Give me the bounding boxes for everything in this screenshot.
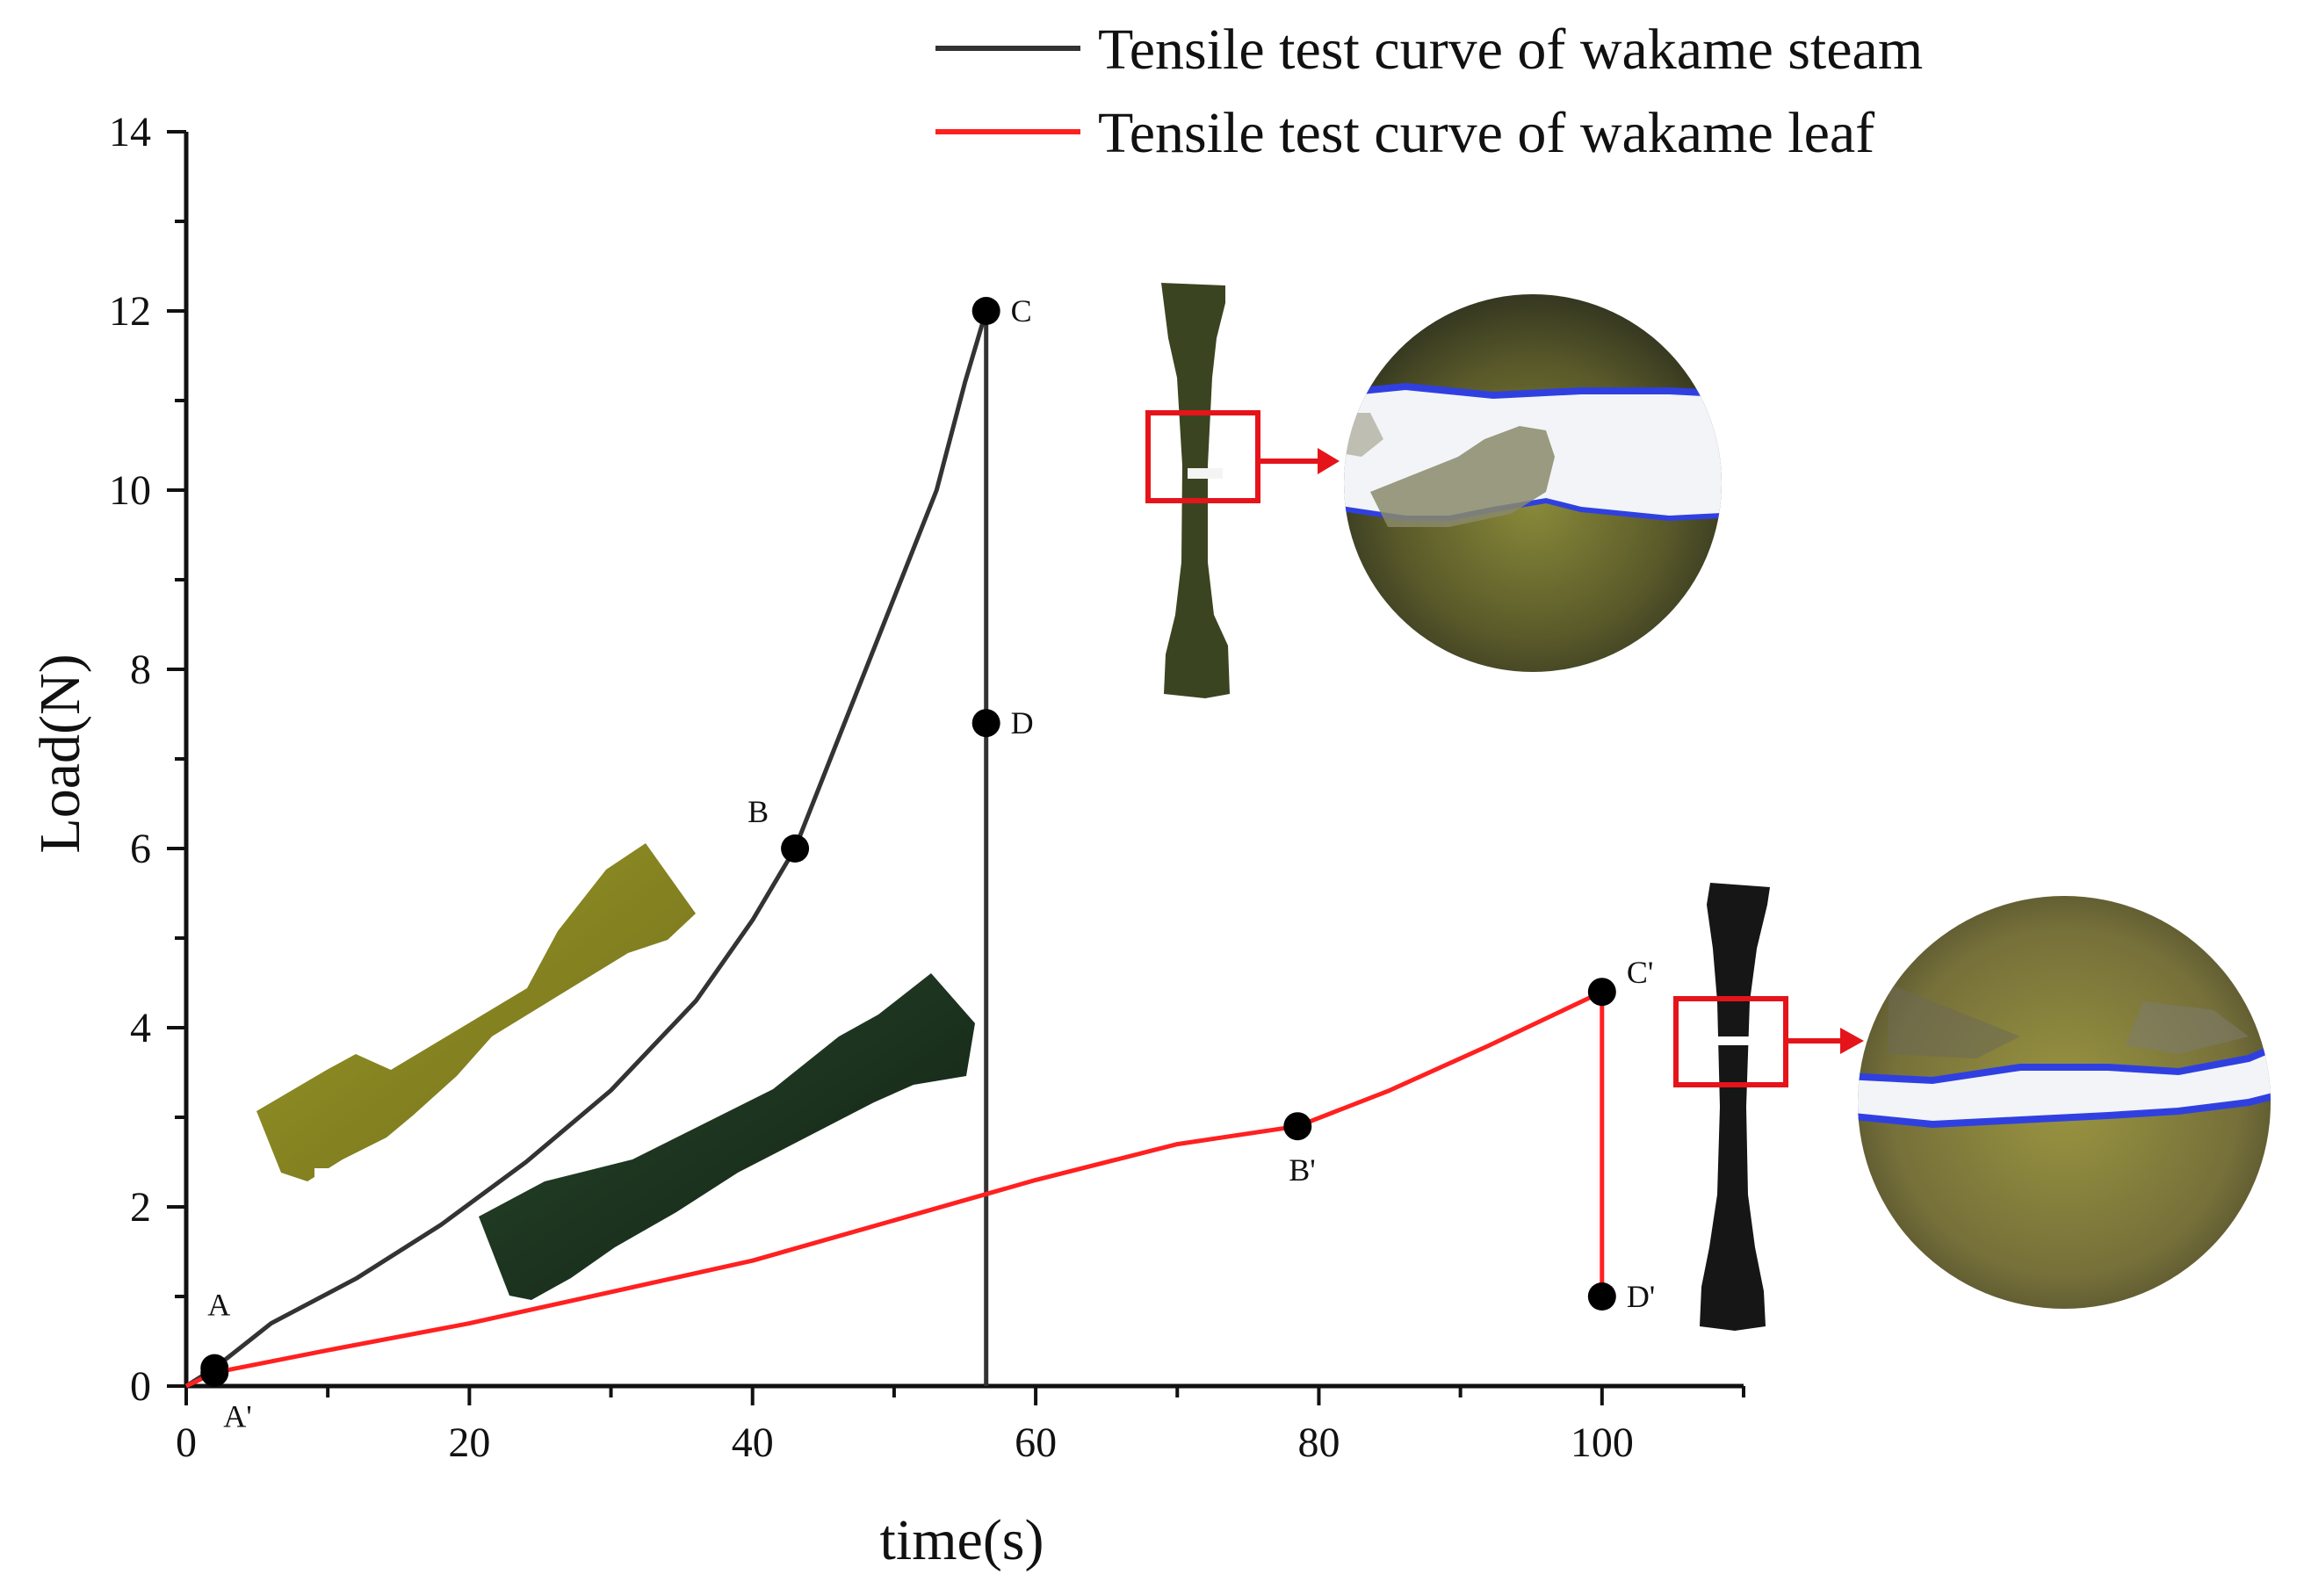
x-tick-label: 60 <box>1015 1419 1057 1466</box>
x-axis-title: time(s) <box>880 1508 1044 1572</box>
point-marker <box>971 297 1000 325</box>
series-line-0 <box>184 308 989 1389</box>
point-marker <box>971 709 1000 738</box>
point-marker <box>781 834 810 863</box>
axes: 0 20 40 60 80 100 0 2 4 6 8 10 12 14 <box>109 109 1745 1466</box>
legend: Tensile test curve of wakame steam Tensi… <box>935 18 1923 165</box>
y-axis-title: Load(N) <box>28 654 92 853</box>
y-tick-label: 14 <box>109 109 151 155</box>
legend-label-leaf: Tensile test curve of wakame leaf <box>1098 101 1874 165</box>
x-tick-label: 40 <box>732 1419 774 1466</box>
point-marker <box>200 1358 229 1387</box>
y-tick-label: 4 <box>130 1005 151 1051</box>
fracture-magnified-steam-image <box>1344 294 1722 672</box>
point-label: B <box>748 794 769 829</box>
point-marker <box>1283 1112 1312 1141</box>
series-line-1 <box>184 989 1605 1389</box>
specimen-yellow-image <box>256 843 696 1195</box>
x-tick-label: 100 <box>1571 1419 1634 1466</box>
fracture-highlight-steam <box>1145 410 1340 503</box>
y-axis-ticks: 0 2 4 6 8 10 12 14 <box>109 109 186 1410</box>
y-tick-label: 0 <box>130 1363 151 1410</box>
y-tick-label: 10 <box>109 467 151 514</box>
y-tick-label: 6 <box>130 826 151 872</box>
point-marker <box>1587 978 1616 1007</box>
point-label: D <box>1011 705 1034 740</box>
point-label: A' <box>223 1399 251 1434</box>
x-tick-label: 0 <box>176 1419 197 1466</box>
fracture-highlight-leaf <box>1673 996 1864 1087</box>
point-label: C <box>1011 293 1032 329</box>
x-tick-label: 20 <box>448 1419 490 1466</box>
point-label: D' <box>1627 1279 1655 1314</box>
y-tick-label: 8 <box>130 646 151 693</box>
x-axis-ticks: 0 20 40 60 80 100 <box>176 1386 1745 1466</box>
point-marker <box>1587 1282 1616 1311</box>
specimen-leaf-vertical-image <box>1700 883 1770 1331</box>
specimen-dark-image <box>479 973 975 1300</box>
legend-label-steam: Tensile test curve of wakame steam <box>1098 18 1923 82</box>
point-label: A <box>207 1288 230 1323</box>
y-tick-label: 2 <box>130 1184 151 1231</box>
fracture-magnified-leaf-image <box>1858 896 2271 1309</box>
point-label: B' <box>1289 1152 1316 1188</box>
specimen-steam-vertical-image <box>1161 283 1230 698</box>
x-tick-label: 80 <box>1297 1419 1340 1466</box>
data-series: A B C D A' B' C' D' <box>184 293 1655 1434</box>
point-label: C' <box>1627 955 1654 990</box>
y-tick-label: 12 <box>109 288 151 335</box>
